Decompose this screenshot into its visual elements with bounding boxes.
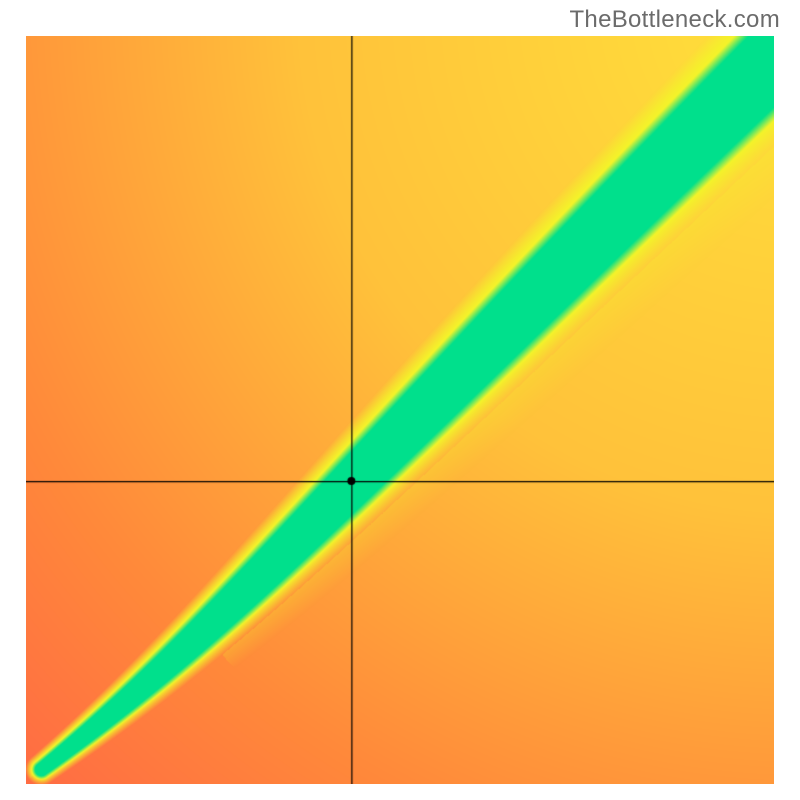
watermark-text: TheBottleneck.com [569, 6, 780, 34]
heatmap-chart [26, 36, 774, 784]
heatmap-canvas [26, 36, 774, 784]
